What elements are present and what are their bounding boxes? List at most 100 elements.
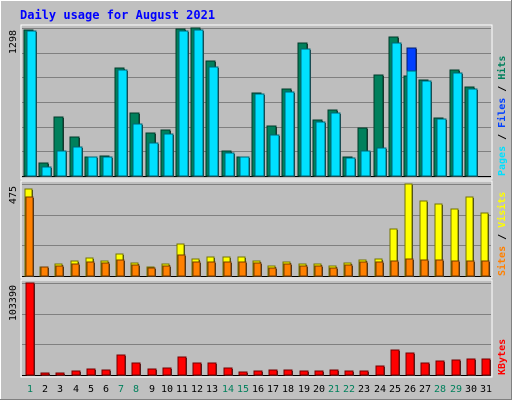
bar-sites-day-4 — [71, 263, 80, 277]
bar-pages-day-26 — [406, 70, 417, 177]
bar-sites-day-12 — [192, 261, 201, 277]
bar-pages-day-29 — [452, 72, 463, 177]
bar-kbytes-day-21 — [329, 369, 339, 376]
bar-kbytes-day-19 — [299, 370, 309, 376]
bar-sites-day-22 — [344, 264, 353, 277]
bar-kbytes-day-23 — [359, 370, 369, 376]
legend-middle: Sites / Visits — [496, 192, 508, 276]
bar-sites-day-27 — [420, 259, 429, 277]
bar-kbytes-day-24 — [375, 365, 385, 376]
x-tick-label-day-12: 12 — [191, 384, 203, 395]
x-tick-label-day-29: 29 — [450, 384, 462, 395]
bar-sites-day-7 — [116, 259, 125, 277]
bar-kbytes-day-5 — [86, 368, 96, 376]
legend-sites: Sites — [496, 246, 508, 276]
bar-pages-day-8 — [132, 123, 143, 177]
legend-kbytes: KBytes — [497, 339, 508, 375]
kbytes-panel — [20, 279, 493, 378]
bar-kbytes-day-22 — [344, 370, 354, 376]
bar-sites-day-16 — [253, 262, 262, 277]
bar-pages-day-6 — [102, 156, 113, 177]
bar-pages-day-14 — [224, 152, 235, 177]
bar-kbytes-day-18 — [283, 369, 293, 376]
bar-pages-day-10 — [163, 133, 174, 177]
bar-kbytes-day-27 — [420, 362, 430, 376]
x-tick-label-day-23: 23 — [358, 384, 370, 395]
bar-sites-day-24 — [375, 261, 384, 277]
bar-pages-day-17 — [269, 134, 280, 177]
bar-pages-day-11 — [178, 30, 189, 177]
bar-kbytes-day-25 — [390, 349, 400, 376]
x-tick-label-day-15: 15 — [237, 384, 249, 395]
bar-sites-day-14 — [223, 261, 232, 277]
bar-kbytes-day-1 — [25, 282, 35, 376]
bar-kbytes-day-2 — [40, 372, 50, 376]
bar-sites-day-31 — [481, 260, 490, 277]
bar-pages-day-30 — [467, 88, 478, 177]
bar-kbytes-day-16 — [253, 370, 263, 376]
bars — [23, 27, 491, 376]
bar-pages-day-1 — [26, 30, 37, 177]
bar-kbytes-day-11 — [177, 356, 187, 376]
x-tick-label-day-6: 6 — [103, 384, 109, 395]
chart-title: Daily usage for August 2021 — [20, 8, 215, 22]
bar-kbytes-day-20 — [314, 370, 324, 376]
bar-pages-day-4 — [72, 146, 83, 177]
bar-kbytes-day-7 — [116, 354, 126, 376]
bar-sites-day-6 — [101, 262, 110, 277]
bar-sites-day-30 — [466, 260, 475, 277]
bar-kbytes-day-6 — [101, 369, 111, 376]
bar-pages-day-12 — [193, 29, 204, 177]
x-tick-label-day-30: 30 — [465, 384, 477, 395]
x-tick-label-day-4: 4 — [73, 384, 79, 395]
x-tick-label-day-14: 14 — [222, 384, 234, 395]
bar-sites-day-26 — [405, 258, 414, 277]
bar-sites-day-8 — [131, 264, 140, 277]
bar-pages-day-2 — [41, 166, 52, 177]
x-tick-label-day-13: 13 — [206, 384, 218, 395]
bar-sites-day-23 — [359, 261, 368, 277]
x-tick-label-day-11: 11 — [176, 384, 188, 395]
x-tick-label-day-8: 8 — [133, 384, 139, 395]
bar-kbytes-day-15 — [238, 371, 248, 376]
bar-sites-day-21 — [329, 267, 338, 277]
x-tick-label-day-24: 24 — [374, 384, 386, 395]
x-tick-label-day-17: 17 — [267, 384, 279, 395]
bar-sites-day-9 — [147, 267, 156, 277]
bar-pages-day-16 — [254, 93, 265, 177]
x-tick-label-day-10: 10 — [161, 384, 173, 395]
bar-kbytes-day-12 — [192, 362, 202, 376]
bar-kbytes-day-4 — [71, 370, 81, 376]
bar-sites-day-28 — [435, 259, 444, 277]
y-max-label-middle: 475 — [8, 186, 19, 204]
legend-pages: Pages — [497, 146, 508, 176]
bar-pages-day-23 — [360, 150, 371, 177]
bar-pages-day-9 — [148, 142, 159, 177]
bar-pages-day-28 — [436, 118, 447, 177]
bar-sites-day-20 — [314, 265, 323, 277]
bar-pages-day-25 — [391, 42, 402, 177]
bar-pages-day-13 — [208, 66, 219, 177]
bar-kbytes-day-13 — [207, 362, 217, 376]
legend-hits: Hits — [496, 56, 508, 80]
x-tick-label-day-19: 19 — [298, 384, 310, 395]
bar-pages-day-15 — [239, 156, 250, 177]
bar-sites-day-19 — [299, 265, 308, 277]
bar-pages-day-3 — [56, 150, 67, 177]
x-tick-label-day-25: 25 — [389, 384, 401, 395]
legend-files: Files — [496, 98, 508, 128]
bar-sites-day-3 — [55, 265, 64, 277]
bar-pages-day-7 — [117, 69, 128, 177]
bar-sites-day-29 — [451, 260, 460, 277]
x-tick-label-day-22: 22 — [343, 384, 355, 395]
bar-sites-day-18 — [283, 263, 292, 277]
bar-kbytes-day-17 — [268, 369, 278, 376]
x-tick-label-day-2: 2 — [42, 384, 48, 395]
x-tick-label-day-31: 31 — [480, 384, 492, 395]
bar-kbytes-day-26 — [405, 352, 415, 376]
bar-sites-day-5 — [86, 261, 95, 277]
bar-kbytes-day-10 — [162, 367, 172, 376]
bar-pages-day-5 — [87, 156, 98, 177]
